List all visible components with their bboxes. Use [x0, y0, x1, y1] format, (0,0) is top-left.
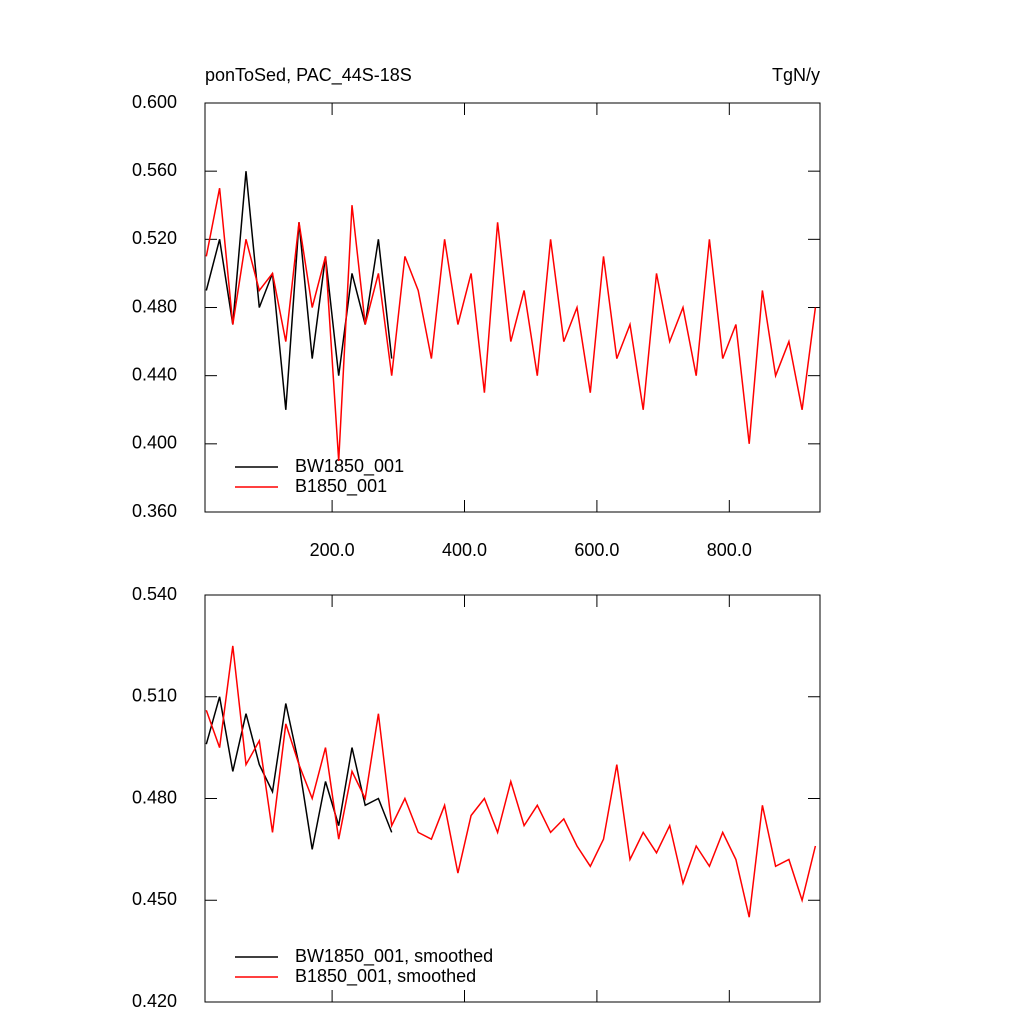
legend-label: BW1850_001, smoothed	[295, 946, 493, 967]
y-tick-label: 0.520	[132, 228, 177, 248]
y-tick-label: 0.440	[132, 364, 177, 384]
chart-title: ponToSed, PAC_44S-18S	[205, 65, 412, 86]
legend-label: B1850_001, smoothed	[295, 966, 476, 987]
series-line	[205, 188, 817, 461]
series-line	[205, 171, 393, 410]
x-tick-label: 200.0	[310, 540, 355, 560]
x-tick-label: 600.0	[574, 540, 619, 560]
y-tick-label: 0.510	[132, 686, 177, 706]
y-tick-label: 0.560	[132, 160, 177, 180]
y-tick-label: 0.450	[132, 889, 177, 909]
y-tick-label: 0.540	[132, 584, 177, 604]
series-line	[205, 696, 393, 850]
y-tick-label: 0.360	[132, 501, 177, 521]
x-tick-label: 800.0	[707, 540, 752, 560]
plot-frame	[204, 594, 821, 1003]
units-label: TgN/y	[772, 65, 820, 85]
y-tick-label: 0.420	[132, 991, 177, 1011]
y-tick-label: 0.400	[132, 433, 177, 453]
legend-label: B1850_001	[295, 476, 387, 497]
y-tick-label: 0.480	[132, 787, 177, 807]
x-tick-label: 400.0	[442, 540, 487, 560]
plot-frame	[204, 102, 821, 513]
y-tick-label: 0.600	[132, 92, 177, 112]
y-tick-label: 0.480	[132, 296, 177, 316]
series-line	[205, 645, 817, 918]
legend-label: BW1850_001	[295, 456, 404, 477]
